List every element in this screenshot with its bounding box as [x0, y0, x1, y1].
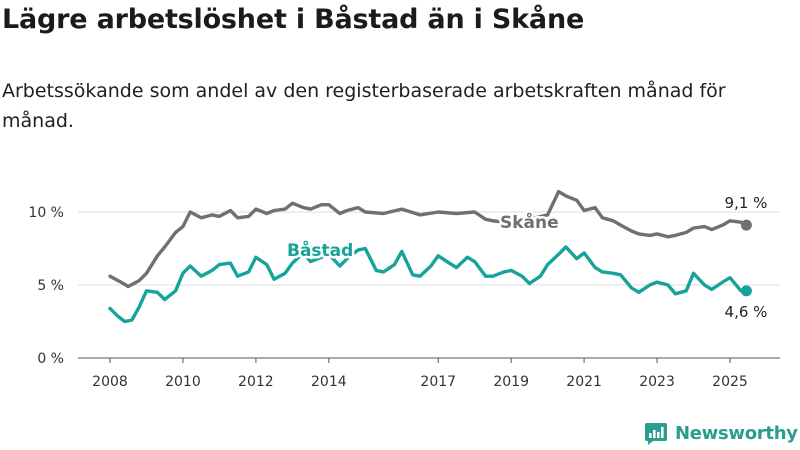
x-tick-label: 2025 [712, 374, 748, 390]
x-tick-label: 2017 [420, 374, 456, 390]
series-end-marker-1 [740, 285, 752, 297]
series-end-value-label: 9,1 % [725, 194, 768, 212]
x-tick-label: 2019 [493, 374, 529, 390]
newsworthy-logo: Newsworthy [644, 420, 798, 446]
x-tick-label: 2023 [639, 374, 675, 390]
series-line-0 [108, 189, 749, 289]
brand-name: Newsworthy [675, 422, 798, 444]
x-axis-tick-labels: 2008 2010 2012 2014 2017 2019 2021 2023 2025 [92, 374, 748, 390]
y-tick-label: 5 % [37, 278, 64, 294]
series-line-1 [108, 245, 749, 324]
series-labels: Skåne 9,1 % Båstad 4,6 % [285, 194, 768, 321]
series-end-marker-0 [740, 219, 752, 231]
x-tick-label: 2014 [311, 374, 347, 390]
series-lines [108, 189, 752, 324]
page-subtitle: Arbetssökande som andel av den registerb… [2, 80, 726, 132]
series-name-label: Båstad [287, 239, 353, 261]
series-end-value-label: 4,6 % [725, 303, 768, 321]
y-axis-tick-labels: 0 % 5 % 10 % [28, 205, 64, 367]
page-title: Lägre arbetslöshet i Båstad än i Skåne [2, 4, 585, 35]
y-tick-label: 0 % [37, 351, 64, 367]
x-tick-label: 2008 [92, 374, 128, 390]
x-tick-label: 2010 [165, 374, 201, 390]
y-tick-label: 10 % [28, 205, 64, 221]
line-chart: 0 %5 %10 % 2008 2010 2012 2014 2017 2019 2021 2… [28, 189, 780, 390]
x-tick-label: 2021 [566, 374, 602, 390]
newsworthy-logo-icon [645, 423, 667, 445]
series-name-label: Skåne [500, 211, 559, 233]
x-axis [78, 357, 780, 363]
x-tick-label: 2012 [238, 374, 274, 390]
